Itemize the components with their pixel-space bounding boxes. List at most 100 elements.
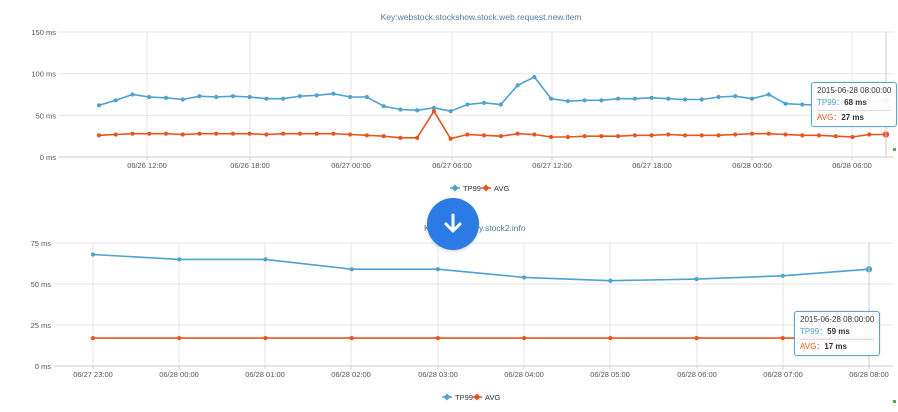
- chart-bottom-legend[interactable]: TP99 AVG: [442, 393, 500, 402]
- data-point-tp99[interactable]: [694, 276, 699, 282]
- data-point-tp99[interactable]: [532, 74, 537, 80]
- data-point-avg[interactable]: [850, 134, 855, 140]
- data-point-tp99[interactable]: [180, 97, 185, 102]
- data-point-avg[interactable]: [766, 131, 771, 136]
- data-point-avg[interactable]: [515, 131, 520, 136]
- data-point-tp99[interactable]: [733, 94, 738, 99]
- data-point-tp99[interactable]: [682, 97, 688, 102]
- data-point-tp99[interactable]: [197, 94, 202, 99]
- data-point-avg[interactable]: [90, 336, 96, 341]
- data-point-tp99[interactable]: [263, 257, 268, 262]
- data-point-avg[interactable]: [381, 134, 386, 139]
- data-point-avg[interactable]: [615, 134, 621, 139]
- data-point-avg[interactable]: [867, 132, 872, 137]
- data-point-avg[interactable]: [532, 132, 537, 137]
- data-point-avg[interactable]: [297, 131, 303, 136]
- data-point-avg[interactable]: [415, 135, 420, 140]
- data-point-avg[interactable]: [177, 336, 182, 341]
- data-point-tp99[interactable]: [448, 109, 453, 114]
- data-point-tp99[interactable]: [800, 102, 805, 107]
- data-point-avg[interactable]: [147, 131, 152, 136]
- data-point-avg[interactable]: [582, 134, 587, 139]
- data-point-tp99[interactable]: [113, 98, 118, 103]
- data-point-avg[interactable]: [733, 132, 738, 137]
- data-point-avg[interactable]: [398, 135, 403, 140]
- data-point-tp99[interactable]: [177, 257, 182, 262]
- data-point-tp99[interactable]: [549, 96, 554, 101]
- data-point-avg[interactable]: [599, 134, 604, 139]
- data-point-tp99[interactable]: [331, 91, 336, 96]
- data-point-avg[interactable]: [214, 131, 219, 136]
- data-point-avg[interactable]: [113, 132, 118, 137]
- data-point-tp99[interactable]: [314, 93, 319, 98]
- data-point-avg[interactable]: [435, 336, 440, 341]
- data-point-avg[interactable]: [96, 133, 102, 138]
- data-point-avg[interactable]: [783, 132, 788, 137]
- data-point-tp99[interactable]: [230, 94, 236, 99]
- data-point-avg[interactable]: [348, 132, 353, 137]
- data-point-tp99[interactable]: [582, 98, 587, 103]
- data-point-tp99[interactable]: [398, 107, 403, 112]
- data-point-avg[interactable]: [314, 131, 319, 136]
- data-point-avg[interactable]: [649, 133, 654, 138]
- data-point-avg[interactable]: [331, 131, 336, 136]
- chart-top-legend[interactable]: TP99 AVG: [450, 184, 509, 193]
- data-point-tp99[interactable]: [90, 252, 96, 257]
- data-point-tp99[interactable]: [297, 94, 303, 99]
- data-point-avg[interactable]: [800, 133, 805, 138]
- data-point-tp99[interactable]: [130, 92, 135, 97]
- data-point-tp99[interactable]: [264, 96, 269, 101]
- data-point-tp99[interactable]: [632, 96, 637, 101]
- data-point-avg[interactable]: [197, 131, 202, 136]
- data-point-avg[interactable]: [180, 132, 185, 137]
- data-point-avg[interactable]: [230, 131, 236, 136]
- data-point-tp99[interactable]: [431, 105, 436, 110]
- data-point-avg[interactable]: [448, 136, 453, 141]
- data-point-tp99[interactable]: [281, 96, 286, 101]
- data-point-avg[interactable]: [833, 134, 838, 139]
- data-point-avg[interactable]: [431, 109, 436, 114]
- data-point-avg[interactable]: [816, 133, 822, 138]
- data-point-tp99[interactable]: [749, 96, 755, 101]
- data-point-tp99[interactable]: [247, 94, 252, 100]
- data-point-avg[interactable]: [682, 133, 688, 138]
- data-point-tp99[interactable]: [599, 98, 604, 103]
- data-point-avg[interactable]: [716, 133, 721, 138]
- data-point-avg[interactable]: [364, 133, 370, 138]
- data-point-avg[interactable]: [632, 133, 637, 138]
- data-point-tp99[interactable]: [482, 100, 487, 105]
- data-point-avg[interactable]: [465, 132, 470, 137]
- data-point-tp99[interactable]: [608, 278, 613, 283]
- data-point-tp99[interactable]: [498, 102, 503, 107]
- data-point-tp99[interactable]: [147, 94, 152, 100]
- data-point-avg[interactable]: [163, 131, 169, 136]
- data-point-tp99[interactable]: [515, 83, 520, 88]
- data-point-tp99[interactable]: [381, 104, 386, 109]
- data-point-tp99[interactable]: [415, 108, 420, 113]
- data-point-tp99[interactable]: [364, 94, 370, 100]
- data-point-tp99[interactable]: [435, 267, 440, 272]
- data-point-avg[interactable]: [549, 134, 554, 140]
- data-point-avg[interactable]: [247, 131, 252, 136]
- data-point-avg[interactable]: [263, 336, 268, 341]
- data-point-avg[interactable]: [498, 134, 503, 139]
- data-point-avg[interactable]: [482, 133, 487, 138]
- data-point-avg[interactable]: [565, 134, 570, 140]
- data-point-avg[interactable]: [608, 336, 613, 341]
- data-point-tp99[interactable]: [716, 94, 721, 100]
- data-point-tp99[interactable]: [465, 102, 470, 107]
- data-point-avg[interactable]: [349, 336, 354, 341]
- data-point-avg[interactable]: [130, 131, 135, 136]
- data-point-tp99[interactable]: [349, 267, 354, 272]
- data-point-avg[interactable]: [264, 132, 269, 137]
- data-point-avg[interactable]: [780, 336, 785, 341]
- data-point-tp99[interactable]: [96, 103, 102, 108]
- data-point-tp99[interactable]: [649, 95, 654, 100]
- data-point-tp99[interactable]: [565, 99, 570, 104]
- data-point-tp99[interactable]: [348, 94, 353, 100]
- data-point-tp99[interactable]: [666, 96, 671, 101]
- data-point-tp99[interactable]: [163, 95, 169, 100]
- data-point-tp99[interactable]: [214, 94, 219, 100]
- data-point-tp99[interactable]: [766, 92, 771, 97]
- data-point-tp99[interactable]: [699, 97, 704, 102]
